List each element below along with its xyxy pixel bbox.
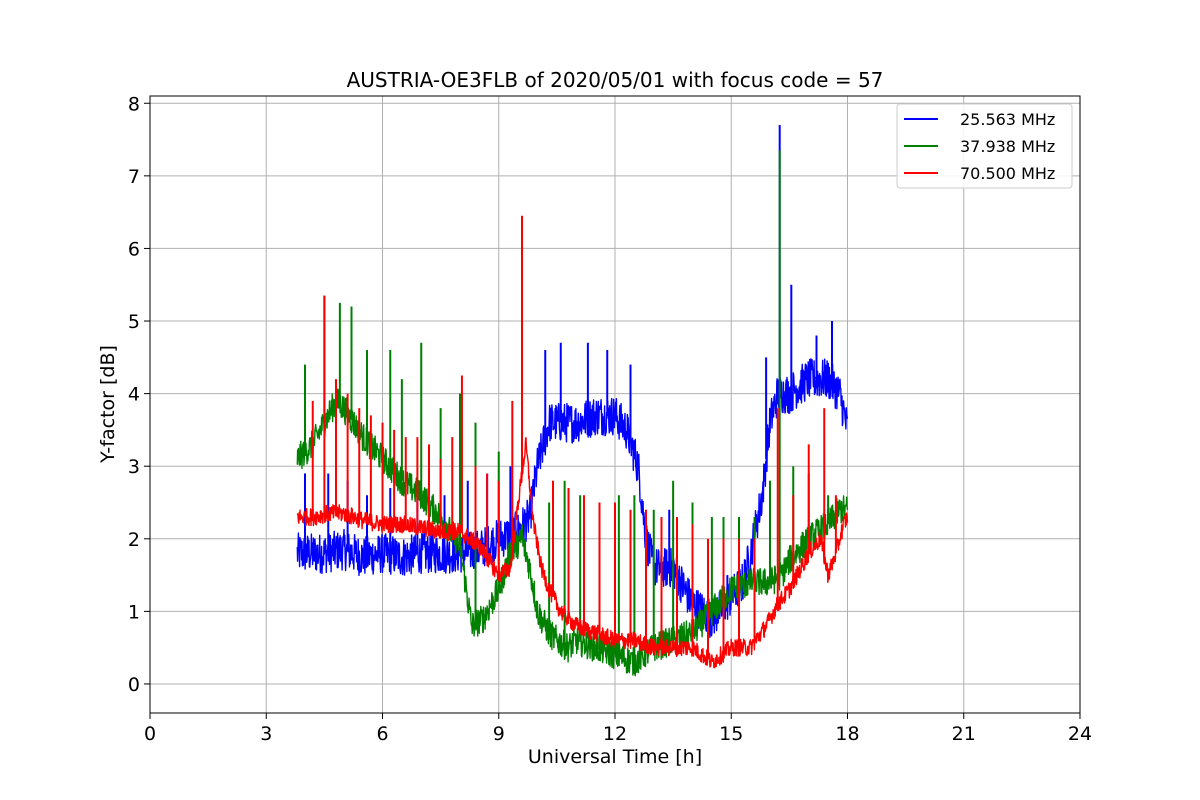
series-line-1 <box>296 388 849 677</box>
x-tick-label: 24 <box>1068 723 1092 745</box>
series-layer <box>296 125 849 677</box>
x-tick-label: 12 <box>603 723 627 745</box>
legend-label: 70.500 MHz <box>960 164 1055 183</box>
x-tick-label: 15 <box>719 723 743 745</box>
x-tick-label: 21 <box>952 723 976 745</box>
series-line-2 <box>296 437 849 669</box>
chart-title: AUSTRIA-OE3FLB of 2020/05/01 with focus … <box>347 68 884 92</box>
x-axis-ticks: 0 3 6 9 12 15 18 21 24 <box>144 713 1092 745</box>
legend-entries: 25.563 MHz 37.938 MHz 70.500 MHz <box>904 110 1055 183</box>
y-tick-label: 7 <box>128 166 140 188</box>
y-tick-label: 1 <box>128 601 140 623</box>
x-tick-label: 6 <box>376 723 388 745</box>
x-tick-label: 18 <box>835 723 859 745</box>
y-tick-label: 8 <box>128 93 140 115</box>
y-tick-label: 4 <box>128 384 140 406</box>
y-tick-label: 0 <box>128 674 140 696</box>
legend-label: 25.563 MHz <box>960 110 1055 129</box>
y-tick-label: 5 <box>128 311 140 333</box>
legend-box <box>896 103 1073 189</box>
series-line-0 <box>296 358 849 639</box>
x-tick-label: 9 <box>493 723 505 745</box>
legend-label: 37.938 MHz <box>960 137 1055 156</box>
y-tick-label: 6 <box>128 238 140 260</box>
plot-area <box>296 125 849 677</box>
y-axis-ticks: 0 1 2 3 4 5 6 7 8 <box>128 93 150 696</box>
x-axis-label: Universal Time [h] <box>528 746 702 768</box>
y-axis-label: Y-factor [dB] <box>97 345 119 464</box>
x-tick-label: 3 <box>260 723 272 745</box>
y-tick-label: 3 <box>128 456 140 478</box>
legend: 25.563 MHz 37.938 MHz 70.500 MHz <box>896 103 1073 189</box>
x-tick-label: 0 <box>144 723 156 745</box>
y-tick-label: 2 <box>128 529 140 551</box>
